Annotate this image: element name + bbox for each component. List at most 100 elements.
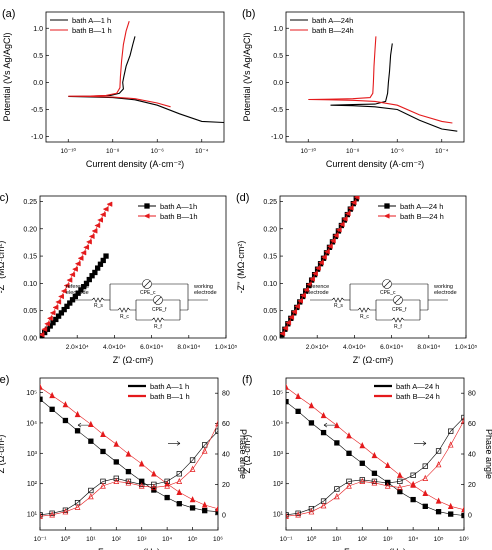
y-tick-label: 0.0 [273, 80, 283, 87]
legend-marker [384, 203, 390, 209]
data-point [55, 313, 62, 319]
x-tick-label: 10⁻¹⁰ [301, 147, 317, 155]
data-point [346, 432, 352, 439]
circuit-label-electrode: electrode [66, 290, 89, 296]
data-point [52, 304, 59, 311]
data-point [300, 292, 306, 299]
data-point [83, 244, 90, 251]
data-point [410, 472, 416, 478]
y-axis-label: -Z'' (MΩ·cm²) [0, 241, 6, 294]
circuit-wire [135, 300, 188, 320]
data-point [44, 321, 50, 327]
x-axis-label: Frequency (Hz) [98, 547, 160, 550]
x-axis-label: Z' (Ω·cm²) [353, 355, 393, 365]
data-point [125, 479, 132, 486]
data-point [40, 512, 43, 519]
data-point [92, 269, 98, 276]
data-point [308, 402, 315, 409]
x-tick-label: 10⁰ [61, 535, 71, 543]
data-layer [308, 36, 458, 132]
y-tick-label: 0.25 [23, 199, 37, 206]
legend-label: bath A—1 h [150, 382, 189, 391]
data-point [305, 281, 312, 288]
panel-letter: (a) [2, 8, 15, 20]
data-point [410, 480, 416, 488]
data-point [297, 298, 304, 304]
data-point [201, 447, 208, 454]
data-point [100, 257, 106, 264]
data-point [189, 457, 196, 463]
x-tick-label: 10¹ [86, 536, 96, 543]
data-point [63, 282, 70, 289]
data-point [334, 493, 340, 500]
circuit-label-cpe-f: CPE_f [152, 307, 167, 313]
x-tick-label: 10⁻⁴ [435, 148, 449, 155]
data-point [78, 287, 84, 293]
data-point [201, 501, 208, 508]
data-point [66, 277, 73, 283]
panel-c: (c) -Z'' (MΩ·cm²) Z' (Ω·cm²) 2.0×10⁴ 4.0×10⁴… [0, 192, 238, 365]
data-point [99, 211, 106, 218]
data-point [282, 325, 289, 331]
x-axis-label: Z' (Ω·cm²) [113, 355, 153, 365]
data-point [40, 512, 43, 518]
circuit-label-cpe-c: CPE_c [140, 290, 156, 296]
data-point [47, 323, 53, 329]
x-tick-label: 10⁻⁴ [195, 148, 209, 155]
data-point [422, 463, 428, 469]
data-point [338, 221, 345, 228]
data-point [62, 508, 69, 515]
series-line-0 [68, 36, 224, 124]
data-point [341, 216, 348, 222]
data-point [308, 508, 315, 515]
series-line-1 [68, 21, 171, 108]
x-tick-label: 10³ [137, 536, 147, 543]
data-point [286, 399, 289, 405]
data-point [308, 506, 315, 512]
data-layer [40, 201, 113, 338]
data-point [397, 483, 403, 491]
y-tick-label: 0.20 [23, 226, 37, 233]
y-tick-label: -0.5 [271, 107, 283, 114]
plot-frame [279, 195, 467, 339]
series-line-3 [40, 423, 218, 517]
x-tick-label: 10⁶ [459, 536, 469, 543]
legend-label: bath A—1h [160, 202, 197, 211]
data-point [422, 503, 428, 509]
data-point [97, 261, 104, 267]
data-point [320, 411, 327, 419]
y-tick-label: 10⁴ [272, 420, 283, 427]
cpe-f-symbol [153, 295, 163, 305]
panel-a: (a) Potential (Vs Ag/AgCl) Current density… [2, 8, 225, 169]
data-point [285, 320, 292, 326]
data-point [447, 502, 454, 509]
y-tick-label: 1.0 [273, 26, 283, 33]
data-point [308, 276, 315, 282]
series-line-0 [286, 401, 464, 516]
legend-label: bath B—1h [160, 212, 198, 221]
data-layer [40, 383, 218, 519]
data-point [347, 205, 354, 211]
x-tick-label: 10⁻¹⁰ [61, 147, 77, 155]
data-point [74, 410, 81, 418]
data-point [371, 479, 378, 486]
x-tick-label: 10⁶ [213, 536, 223, 543]
y-tick-label: 0.10 [263, 281, 277, 288]
cpe-f-symbol [393, 295, 403, 305]
panel-e: (e) Z (Ω·cm²) Frequency (Hz) 10⁻¹ 10⁰ 10¹ 10² 1… [0, 374, 248, 550]
circuit-label-working: working [193, 284, 213, 290]
data-point [55, 299, 62, 305]
y-axis-label: Potential (Vs Ag/AgCl) [2, 32, 12, 121]
modulus-axis-arrow [77, 422, 90, 428]
legend-label: bath B—1 h [72, 26, 112, 35]
y-tick-label: 10⁴ [26, 420, 37, 427]
y2-axis-label: Phase angle [238, 429, 248, 479]
circuit-label-rs: R_s [334, 303, 343, 309]
legend-label: bath A—1 h [72, 16, 111, 25]
data-point [320, 254, 327, 260]
x-tick-label: 2.0×10⁴ [306, 344, 329, 351]
data-layer [68, 21, 224, 124]
data-point [88, 493, 94, 500]
resistor-rs [331, 297, 345, 303]
data-point [295, 392, 301, 399]
